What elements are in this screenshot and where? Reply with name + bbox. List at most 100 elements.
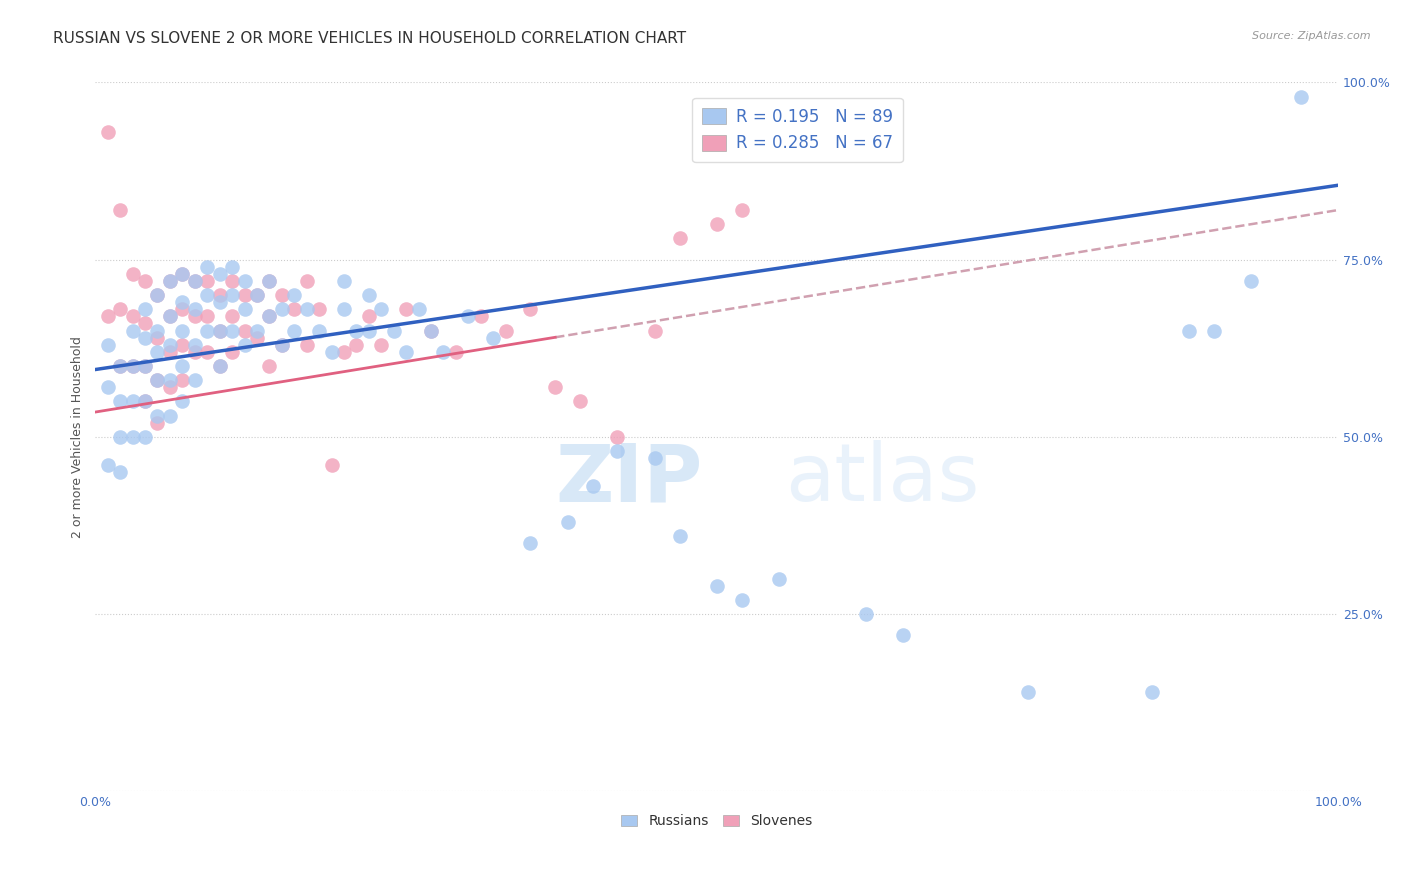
Point [208, 324, 231, 338]
Point [134, 359, 156, 373]
Point [246, 288, 269, 302]
Point [233, 302, 256, 317]
Point [195, 344, 218, 359]
Point [246, 324, 269, 338]
Text: atlas: atlas [785, 441, 980, 518]
Point [184, 337, 207, 351]
Point [259, 359, 281, 373]
Point [382, 324, 405, 338]
Point [134, 394, 156, 409]
Point [134, 430, 156, 444]
Point [108, 394, 131, 409]
Point [706, 217, 728, 231]
Point [172, 267, 194, 281]
Point [283, 324, 305, 338]
Point [146, 409, 169, 423]
Point [121, 324, 143, 338]
Point [221, 260, 243, 274]
Point [221, 274, 243, 288]
Point [221, 344, 243, 359]
Point [134, 330, 156, 344]
Point [184, 344, 207, 359]
Point [146, 373, 169, 387]
Point [395, 344, 418, 359]
Point [295, 274, 318, 288]
Point [557, 515, 579, 529]
Point [134, 274, 156, 288]
Point [195, 274, 218, 288]
Point [233, 288, 256, 302]
Point [121, 359, 143, 373]
Point [159, 310, 181, 324]
Point [1017, 685, 1039, 699]
Point [419, 324, 441, 338]
Point [159, 274, 181, 288]
Point [444, 344, 467, 359]
Point [706, 579, 728, 593]
Y-axis label: 2 or more Vehicles in Household: 2 or more Vehicles in Household [72, 336, 84, 538]
Point [333, 344, 356, 359]
Point [333, 274, 356, 288]
Point [195, 324, 218, 338]
Point [208, 359, 231, 373]
Point [606, 430, 628, 444]
Point [108, 302, 131, 317]
Point [97, 125, 120, 139]
Point [270, 337, 292, 351]
Point [644, 324, 666, 338]
Point [644, 451, 666, 466]
Point [270, 302, 292, 317]
Point [172, 295, 194, 310]
Point [208, 288, 231, 302]
Point [606, 444, 628, 458]
Point [159, 274, 181, 288]
Point [432, 344, 454, 359]
Point [172, 267, 194, 281]
Point [357, 324, 380, 338]
Point [1178, 324, 1201, 338]
Text: RUSSIAN VS SLOVENE 2 OR MORE VEHICLES IN HOUSEHOLD CORRELATION CHART: RUSSIAN VS SLOVENE 2 OR MORE VEHICLES IN… [53, 31, 686, 46]
Point [259, 274, 281, 288]
Point [184, 302, 207, 317]
Point [731, 593, 754, 607]
Point [270, 337, 292, 351]
Point [221, 310, 243, 324]
Point [97, 337, 120, 351]
Point [233, 337, 256, 351]
Point [408, 302, 430, 317]
Point [159, 344, 181, 359]
Text: ZIP: ZIP [555, 441, 703, 518]
Point [321, 458, 343, 473]
Point [159, 373, 181, 387]
Point [184, 274, 207, 288]
Point [108, 430, 131, 444]
Point [544, 380, 567, 394]
Point [172, 359, 194, 373]
Point [208, 324, 231, 338]
Point [159, 310, 181, 324]
Point [146, 288, 169, 302]
Point [731, 202, 754, 217]
Point [259, 310, 281, 324]
Point [470, 310, 492, 324]
Point [233, 274, 256, 288]
Point [184, 310, 207, 324]
Point [344, 324, 367, 338]
Point [195, 310, 218, 324]
Point [208, 295, 231, 310]
Point [295, 302, 318, 317]
Point [184, 373, 207, 387]
Point [495, 324, 517, 338]
Point [283, 288, 305, 302]
Legend: Russians, Slovenes: Russians, Slovenes [616, 809, 818, 834]
Point [159, 337, 181, 351]
Point [246, 330, 269, 344]
Point [395, 302, 418, 317]
Point [569, 394, 592, 409]
Point [259, 310, 281, 324]
Point [308, 324, 330, 338]
Point [333, 302, 356, 317]
Point [195, 288, 218, 302]
Point [121, 430, 143, 444]
Point [159, 380, 181, 394]
